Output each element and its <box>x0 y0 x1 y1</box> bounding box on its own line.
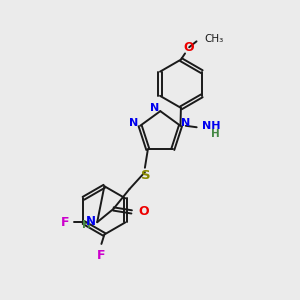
Text: N: N <box>129 118 138 128</box>
Text: NH: NH <box>202 121 220 131</box>
Text: CH₃: CH₃ <box>204 34 223 44</box>
Text: O: O <box>138 206 149 218</box>
Text: N: N <box>181 118 190 128</box>
Text: O: O <box>184 41 194 54</box>
Text: S: S <box>141 169 150 182</box>
Text: F: F <box>61 216 69 229</box>
Text: N: N <box>86 214 96 227</box>
Text: H: H <box>82 220 91 230</box>
Text: N: N <box>150 103 160 112</box>
Text: H: H <box>211 129 219 139</box>
Text: F: F <box>97 249 105 262</box>
